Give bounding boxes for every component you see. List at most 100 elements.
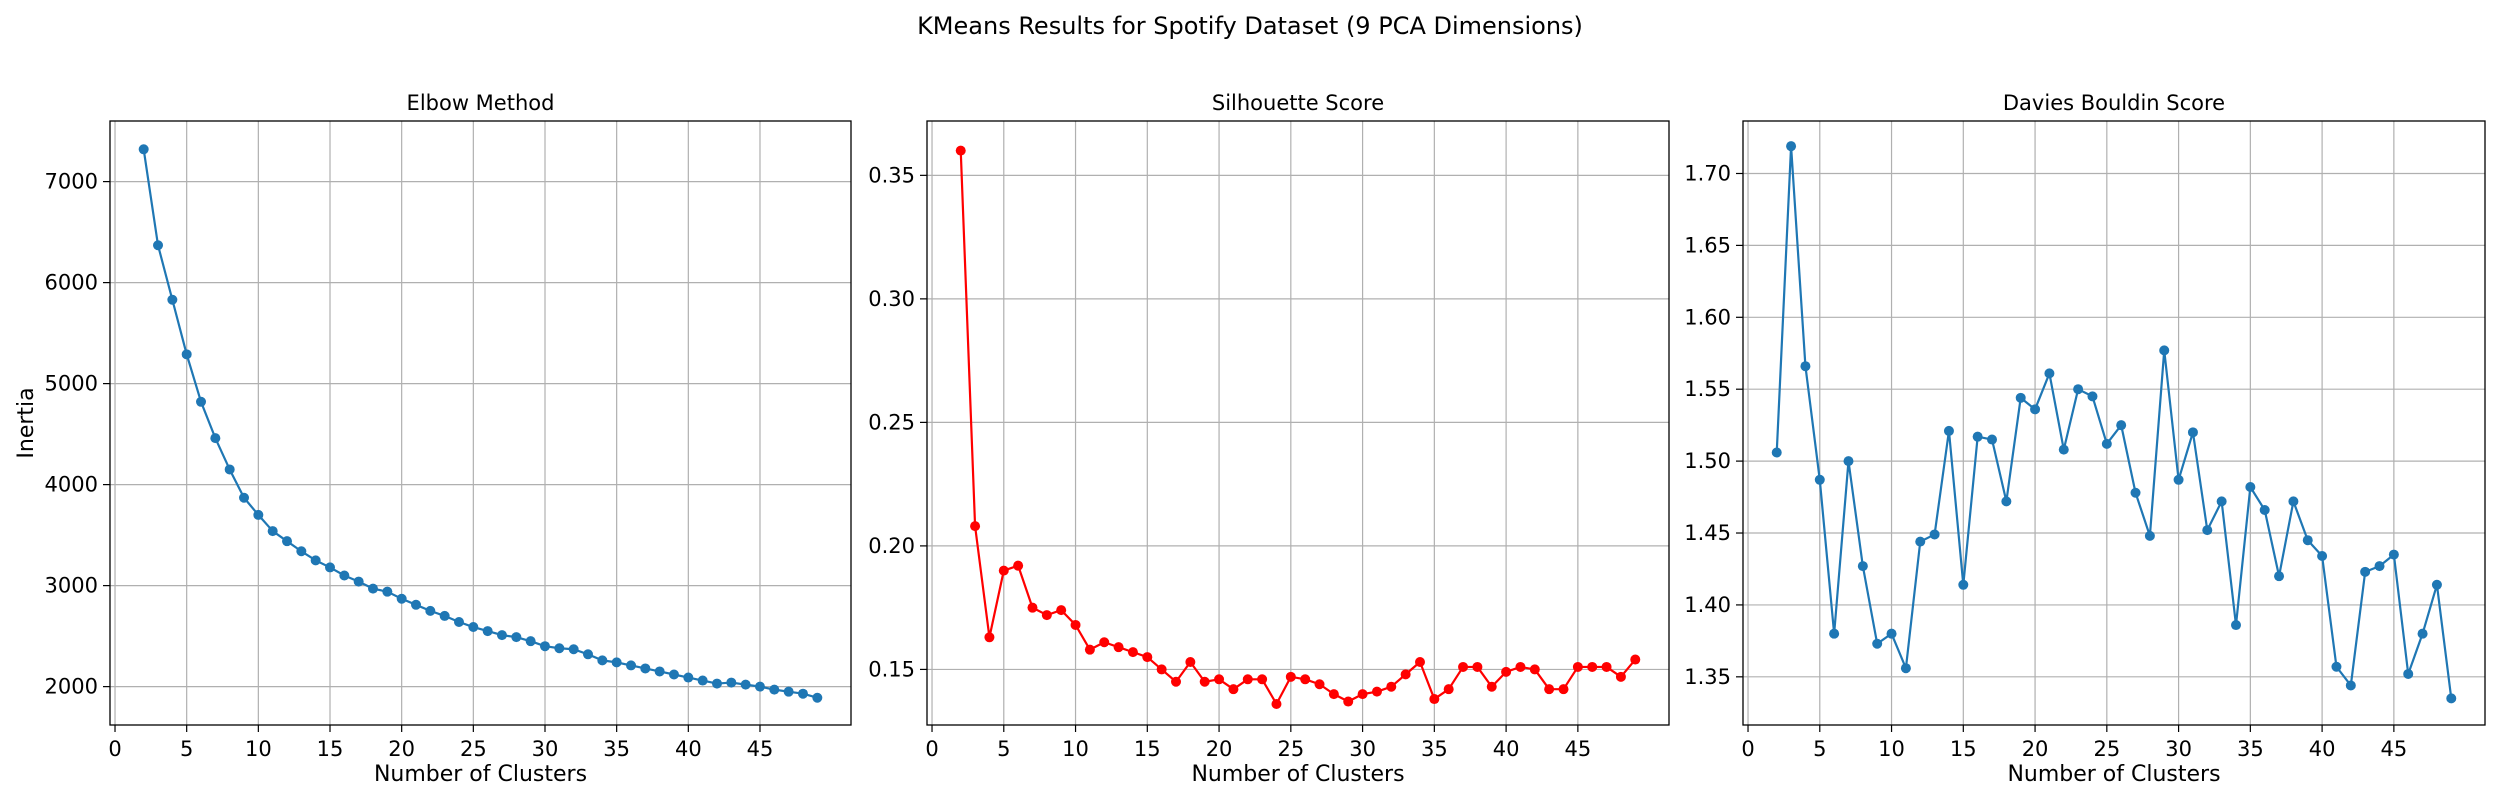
data-point <box>812 692 823 703</box>
data-point <box>2015 392 2026 403</box>
x-tick-label: 5 <box>180 737 193 761</box>
data-point <box>1443 684 1454 695</box>
data-point <box>196 396 207 407</box>
data-point <box>2360 566 2371 577</box>
data-point <box>597 655 608 666</box>
axes-frame <box>1742 120 2486 726</box>
data-point <box>411 599 422 610</box>
data-point <box>1486 681 1497 692</box>
data-point <box>239 492 250 503</box>
x-tick-label: 15 <box>317 737 344 761</box>
data-point <box>511 632 522 643</box>
data-point <box>2001 496 2012 507</box>
data-point <box>1501 666 1512 677</box>
data-point <box>2187 427 2198 438</box>
data-point <box>482 626 493 637</box>
data-point <box>425 605 436 616</box>
data-point <box>339 570 350 581</box>
data-point <box>1142 652 1153 663</box>
data-point <box>539 641 550 652</box>
data-point <box>1285 671 1296 682</box>
x-tick-label: 5 <box>1813 737 1826 761</box>
data-point <box>797 688 808 699</box>
davies-bouldin-score-title: Davies Bouldin Score <box>2003 91 2225 115</box>
data-point <box>1414 657 1425 668</box>
data-point <box>1929 529 1940 540</box>
data-point <box>711 678 722 689</box>
y-tick-label: 5000 <box>45 372 98 396</box>
data-point <box>2101 438 2112 449</box>
data-point <box>769 684 780 695</box>
data-point <box>1587 661 1598 672</box>
data-point <box>2173 474 2184 485</box>
x-tick-label: 10 <box>1062 737 1089 761</box>
data-point <box>625 660 636 671</box>
data-point <box>683 672 694 683</box>
data-point <box>1084 644 1095 655</box>
y-tick-label: 1.70 <box>1684 161 1731 185</box>
data-point <box>496 630 507 641</box>
data-point <box>353 576 364 587</box>
elbow-method-chart: 0 5 10 15 20 25 30 35 40 45 2000 3000 4000 5000 6000 70… <box>14 91 852 787</box>
data-point <box>1199 676 1210 687</box>
data-point <box>1099 637 1110 648</box>
y-tick-label: 7000 <box>45 170 98 194</box>
data-point <box>2446 693 2457 704</box>
y-tick-label: 1.40 <box>1684 593 1731 617</box>
data-point <box>210 433 221 444</box>
data-point <box>1314 679 1325 690</box>
data-point <box>2044 368 2055 379</box>
data-point <box>1257 674 1268 685</box>
x-axis-label: Number of Clusters <box>2007 762 2220 787</box>
y-tick-label: 3000 <box>45 574 98 598</box>
data-point <box>1915 536 1926 547</box>
data-point <box>310 555 321 566</box>
data-point <box>1572 661 1583 672</box>
data-point <box>2403 668 2414 679</box>
subplots: 0 5 10 15 20 25 30 35 40 452000300040005000600070… <box>14 91 2486 787</box>
x-tick-label: 30 <box>2165 737 2192 761</box>
data-point <box>1214 674 1225 685</box>
data-point <box>2331 661 2342 672</box>
data-point <box>1943 425 1954 436</box>
x-tick-label: 0 <box>1741 737 1754 761</box>
data-point <box>2245 481 2256 492</box>
data-point <box>2274 571 2285 582</box>
x-tick-label: 40 <box>2309 737 2336 761</box>
data-point <box>1786 141 1797 152</box>
data-point <box>1371 686 1382 697</box>
x-tick-label: 20 <box>1206 737 1233 761</box>
data-point <box>396 593 407 604</box>
data-point <box>1886 628 1897 639</box>
elbow-method-title: Elbow Method <box>407 91 555 115</box>
data-point <box>2388 549 2399 560</box>
data-point <box>1041 610 1052 621</box>
y-tick-label: 1.60 <box>1684 305 1731 329</box>
data-point <box>2317 551 2328 562</box>
data-point <box>726 677 737 688</box>
y-tick-label: 4000 <box>45 473 98 497</box>
data-point <box>2058 444 2069 455</box>
data-point <box>1228 684 1239 695</box>
data-point <box>382 586 393 597</box>
x-tick-label: 15 <box>1134 737 1161 761</box>
data-point <box>253 509 264 520</box>
data-point <box>1529 664 1540 675</box>
data-point <box>368 583 379 594</box>
data-point <box>2202 525 2213 536</box>
y-tick-label: 0.25 <box>868 410 915 434</box>
x-tick-label: 25 <box>2093 737 2120 761</box>
data-point <box>2374 561 2385 572</box>
data-point <box>1328 689 1339 700</box>
data-point <box>325 562 336 573</box>
data-point <box>2073 384 2084 395</box>
data-point <box>1544 684 1555 695</box>
x-tick-label: 45 <box>747 737 774 761</box>
data-point <box>1171 676 1182 687</box>
data-point <box>1958 579 1969 590</box>
data-point <box>1113 642 1124 653</box>
y-tick-label: 1.35 <box>1684 665 1731 689</box>
data-point <box>439 610 450 621</box>
data-point <box>1271 699 1282 710</box>
data-point <box>1343 696 1354 707</box>
